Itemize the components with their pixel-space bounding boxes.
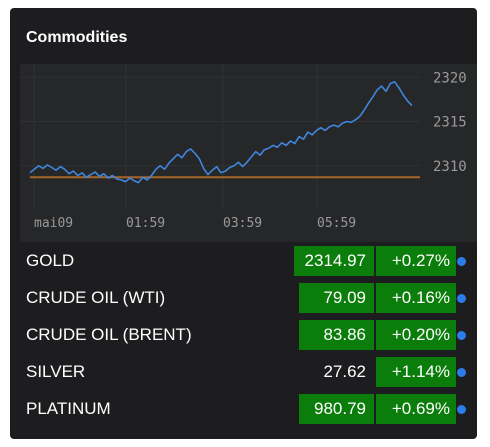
widget-title: Commodities [26, 29, 128, 46]
status-dot-icon [457, 294, 466, 303]
commodity-row-gold[interactable]: GOLD 2314.97 +0.27% [10, 244, 477, 278]
commodity-name: CRUDE OIL (WTI) [26, 288, 166, 307]
chart-svg: 2320 2315 2310 mai09 01:59 03:59 05:59 [20, 64, 467, 231]
commodity-price: 980.79 [299, 394, 374, 424]
price-chart[interactable]: 2320 2315 2310 mai09 01:59 03:59 05:59 [20, 64, 477, 242]
commodity-price: 83.86 [299, 320, 374, 350]
commodity-name: CRUDE OIL (BRENT) [26, 325, 192, 344]
commodity-change: +0.16% [376, 283, 456, 313]
commodity-row-crude-oil-brent[interactable]: CRUDE OIL (BRENT) 83.86 +0.20% [10, 318, 477, 352]
commodity-change: +0.69% [376, 394, 456, 424]
y-tick-label: 2310 [433, 159, 467, 175]
y-tick-label: 2320 [433, 70, 467, 86]
x-tick-label: 01:59 [126, 216, 165, 231]
commodity-price: 79.09 [299, 283, 374, 313]
x-tick-label: 05:59 [317, 216, 356, 231]
status-dot-icon [457, 405, 466, 414]
status-dot-icon [457, 368, 466, 377]
commodity-price: 27.62 [323, 362, 366, 381]
status-dot-icon [457, 257, 466, 266]
commodity-row-crude-oil-wti[interactable]: CRUDE OIL (WTI) 79.09 +0.16% [10, 281, 477, 315]
price-series-line [29, 80, 413, 184]
x-tick-label: mai09 [34, 216, 73, 231]
commodity-price: 2314.97 [294, 246, 374, 276]
y-tick-label: 2315 [433, 115, 467, 131]
commodity-change: +0.27% [376, 246, 456, 276]
status-dot-icon [457, 331, 466, 340]
x-tick-label: 03:59 [223, 216, 262, 231]
commodities-widget: Commodities 2320 2315 2310 mai09 01:59 03:59 0… [10, 8, 477, 439]
commodity-name: PLATINUM [26, 399, 111, 418]
commodity-change: +0.20% [376, 320, 456, 350]
commodity-row-silver[interactable]: SILVER 27.62 +1.14% [10, 355, 477, 389]
commodity-change: +1.14% [376, 357, 456, 387]
commodity-name: SILVER [26, 362, 86, 381]
commodity-row-platinum[interactable]: PLATINUM 980.79 +0.69% [10, 392, 477, 426]
commodity-name: GOLD [26, 251, 75, 270]
